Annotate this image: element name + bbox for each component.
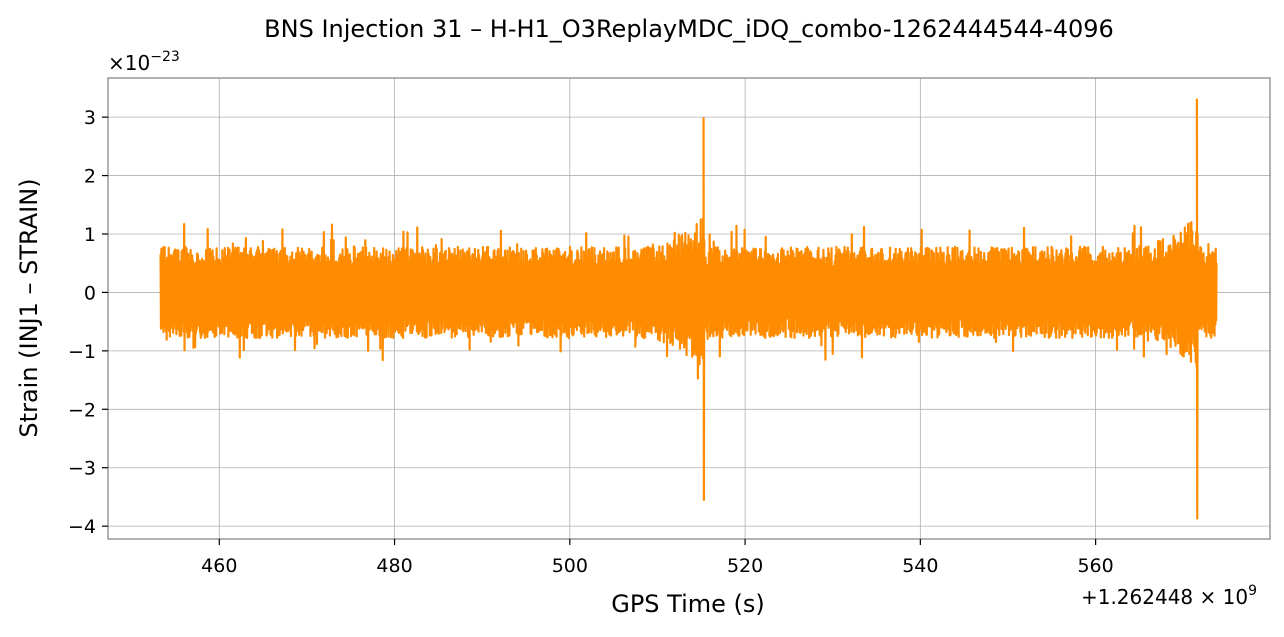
x-tick-label: 520 <box>727 555 763 577</box>
strain-series-line <box>159 98 1218 520</box>
x-tick-label: 480 <box>376 555 412 577</box>
y-scale-factor: ×10−23 <box>108 49 180 75</box>
y-tick-label: −4 <box>68 516 96 538</box>
x-tick-label: 540 <box>902 555 938 577</box>
y-tick-label: 2 <box>84 166 96 188</box>
y-tick-label: −2 <box>68 399 96 421</box>
x-axis-label: GPS Time (s) <box>611 590 765 618</box>
y-tick-label: 0 <box>84 282 96 304</box>
plot-frame <box>107 77 1271 540</box>
tick-layer: 460 480 500 520 540 560 3 2 1 0 −1 −2 −3 −4 <box>68 107 1114 577</box>
y-tick-label: 3 <box>84 107 96 129</box>
series-layer <box>159 98 1218 520</box>
chart-title: BNS Injection 31 – H-H1_O3ReplayMDC_iDQ_… <box>264 15 1114 43</box>
y-axis-label: Strain (INJ1 – STRAIN) <box>15 178 43 437</box>
x-tick-label: 460 <box>201 555 237 577</box>
x-tick-label: 500 <box>552 555 588 577</box>
x-tick-label: 560 <box>1077 555 1113 577</box>
x-offset-base: +1.262448 × 10 <box>1081 585 1248 609</box>
y-tick-label: −1 <box>68 341 96 363</box>
y-tick-label: 1 <box>84 224 96 246</box>
y-scale-base: ×10 <box>108 51 150 75</box>
x-offset-factor: +1.262448 × 109 <box>1081 583 1257 609</box>
x-offset-exponent: 9 <box>1248 583 1257 599</box>
y-tick-label: −3 <box>68 458 96 480</box>
y-scale-exponent: −23 <box>150 49 180 65</box>
